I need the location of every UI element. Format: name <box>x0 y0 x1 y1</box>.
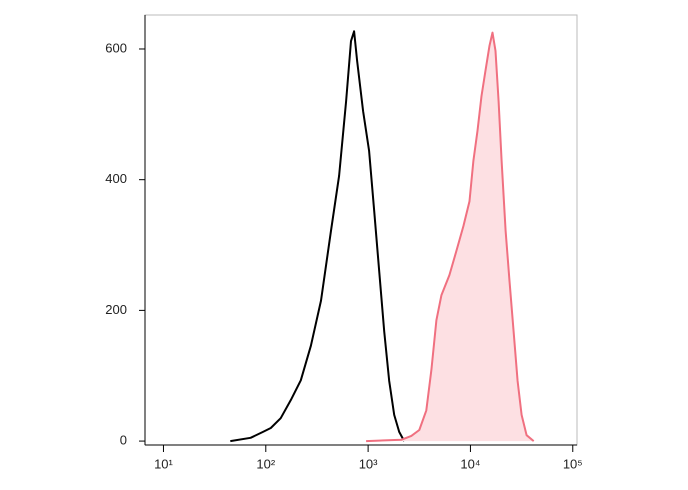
x-tick-label: 10² <box>256 456 275 471</box>
histogram-area <box>366 32 534 442</box>
y-tick-label: 400 <box>105 171 127 186</box>
histogram-line <box>230 30 406 443</box>
x-tick-label: 10³ <box>359 456 378 471</box>
y-tick-label: 600 <box>105 40 127 55</box>
y-tick-label: 0 <box>120 433 127 448</box>
x-tick-label: 10¹ <box>154 456 173 471</box>
x-tick-label: 10⁴ <box>460 456 480 471</box>
histogram-line <box>366 31 535 443</box>
x-tick-label: 10⁵ <box>563 456 583 471</box>
y-tick-label: 200 <box>105 302 127 317</box>
